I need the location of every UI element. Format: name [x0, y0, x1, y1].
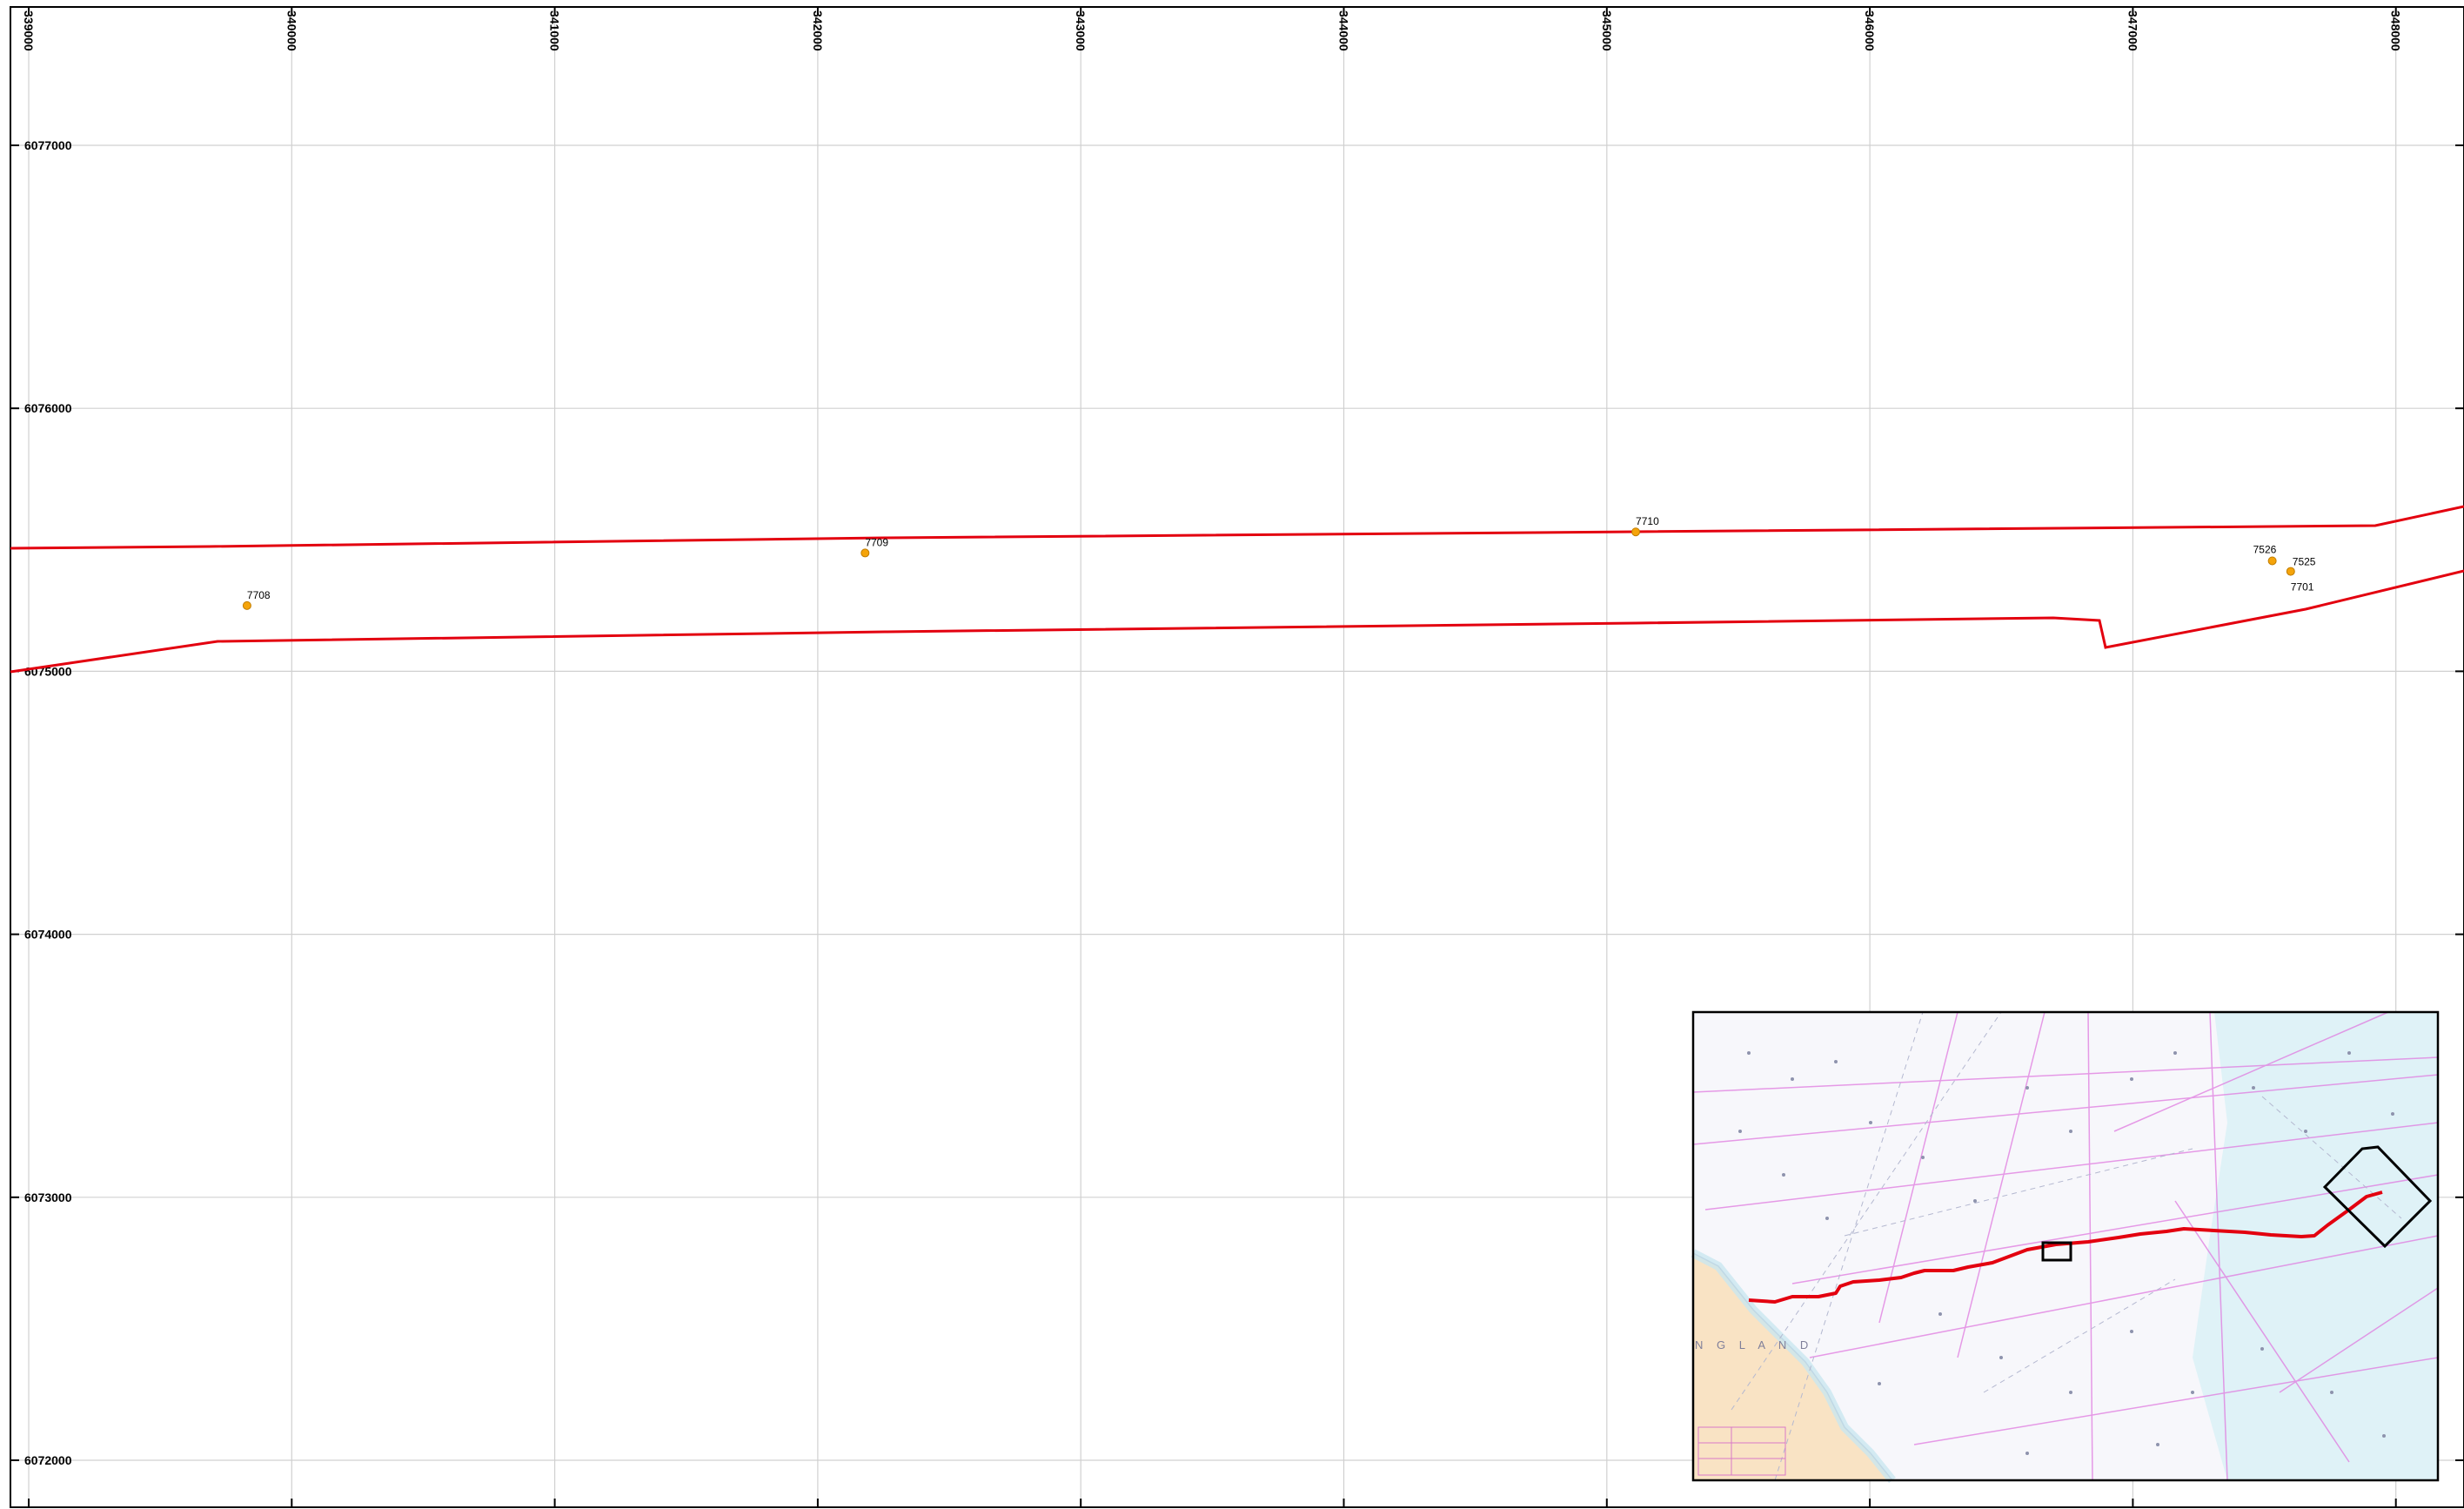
- survey-point-label: 7709: [865, 536, 888, 548]
- survey-point-label: 7710: [1636, 515, 1659, 527]
- survey-point-marker[interactable]: [2286, 567, 2295, 576]
- y-tick-label: 6074000: [24, 928, 72, 942]
- inset-land-label: N G L A N D: [1695, 1338, 1813, 1351]
- corridor: [10, 505, 2464, 674]
- x-tick-label: 348000: [2389, 10, 2403, 51]
- x-axis-ticks: 339000 340000 341000 342000 343000 344000 3450…: [22, 7, 2403, 1507]
- survey-point-marker[interactable]: [242, 600, 251, 610]
- corridor-north-edge: [10, 505, 2464, 550]
- y-tick-label: 6073000: [24, 1190, 72, 1204]
- inset-view-extent: [2041, 1241, 2072, 1262]
- corridor-south-edge: [10, 569, 2464, 674]
- x-tick-label: 341000: [548, 10, 562, 51]
- inset-border: [1691, 1010, 2440, 1482]
- y-tick-label: 6076000: [24, 401, 72, 415]
- x-tick-label: 346000: [1863, 10, 1877, 51]
- survey-points: 7708 7709 7710 7526 7525 7701: [242, 515, 2316, 610]
- x-tick-label: 340000: [285, 10, 298, 51]
- x-tick-label: 342000: [811, 10, 825, 51]
- x-tick-label: 339000: [22, 10, 36, 51]
- inset-dashed-lines: [1731, 1011, 2402, 1481]
- survey-point-label: 7526: [2253, 543, 2277, 555]
- survey-point-label: 7708: [247, 589, 271, 601]
- x-tick-label: 344000: [1337, 10, 1351, 51]
- survey-point-marker[interactable]: [1631, 527, 1641, 537]
- inset-table-block: [1697, 1426, 1786, 1476]
- survey-point-label: 7701: [2291, 581, 2314, 594]
- inset-shallow-water: [2193, 1012, 2438, 1480]
- survey-point-label: 7525: [2293, 556, 2316, 568]
- inset-chart-lines: [1692, 1011, 2439, 1481]
- inset-soundings: [1738, 1051, 2394, 1455]
- x-tick-label: 343000: [1074, 10, 1088, 51]
- x-tick-label: 347000: [2126, 10, 2139, 51]
- inset-map[interactable]: N G L A N D: [1691, 1010, 2440, 1484]
- inset-site-boundary: [2322, 1145, 2433, 1249]
- y-tick-label: 6072000: [24, 1453, 72, 1467]
- survey-point-marker[interactable]: [2267, 556, 2277, 566]
- survey-point-marker[interactable]: [860, 548, 870, 558]
- y-axis-ticks: 6077000607600060750006074000607300060720…: [10, 138, 2464, 1467]
- y-tick-label: 6077000: [24, 138, 72, 152]
- x-tick-label: 345000: [1600, 10, 1614, 51]
